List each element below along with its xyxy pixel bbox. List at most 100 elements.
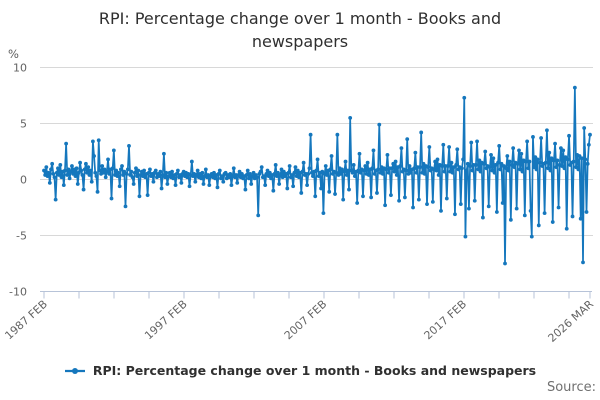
data-point[interactable] bbox=[321, 211, 326, 216]
data-point[interactable] bbox=[454, 163, 459, 167]
data-point[interactable] bbox=[146, 170, 151, 175]
data-point[interactable] bbox=[101, 170, 106, 175]
data-point[interactable] bbox=[109, 196, 114, 201]
data-point[interactable] bbox=[118, 167, 123, 172]
data-point[interactable] bbox=[316, 174, 321, 179]
data-point[interactable] bbox=[244, 173, 249, 177]
data-point[interactable] bbox=[554, 165, 559, 170]
data-point[interactable] bbox=[345, 168, 350, 173]
data-point[interactable] bbox=[201, 182, 206, 186]
data-point[interactable] bbox=[81, 187, 86, 192]
data-point[interactable] bbox=[571, 159, 576, 164]
legend-item[interactable]: RPI: Percentage change over 1 month - Bo… bbox=[0, 363, 600, 378]
data-point[interactable] bbox=[50, 161, 55, 166]
data-point[interactable] bbox=[70, 164, 74, 168]
data-point[interactable] bbox=[542, 211, 547, 216]
data-point[interactable] bbox=[306, 172, 311, 176]
data-point[interactable] bbox=[132, 170, 137, 175]
data-point[interactable] bbox=[61, 183, 66, 188]
data-point[interactable] bbox=[115, 174, 120, 179]
data-point[interactable] bbox=[179, 180, 184, 185]
data-point[interactable] bbox=[46, 170, 51, 175]
data-point[interactable] bbox=[342, 169, 347, 174]
data-point[interactable] bbox=[472, 198, 477, 203]
data-point[interactable] bbox=[536, 223, 541, 228]
data-point[interactable] bbox=[555, 158, 560, 163]
data-point[interactable] bbox=[500, 201, 505, 205]
data-point[interactable] bbox=[327, 189, 332, 194]
data-point[interactable] bbox=[464, 168, 469, 173]
data-point[interactable] bbox=[366, 173, 371, 177]
data-point[interactable] bbox=[333, 192, 337, 196]
data-point[interactable] bbox=[235, 180, 240, 185]
data-point[interactable] bbox=[572, 85, 577, 90]
data-point[interactable] bbox=[444, 196, 449, 201]
data-point[interactable] bbox=[478, 169, 483, 174]
data-point[interactable] bbox=[455, 147, 460, 152]
data-point[interactable] bbox=[434, 168, 439, 173]
data-point[interactable] bbox=[263, 183, 268, 188]
data-point[interactable] bbox=[343, 159, 348, 164]
data-point[interactable] bbox=[489, 152, 493, 157]
data-point[interactable] bbox=[519, 151, 524, 156]
data-point[interactable] bbox=[390, 166, 394, 171]
data-point[interactable] bbox=[582, 126, 587, 130]
data-point[interactable] bbox=[461, 157, 465, 162]
data-point[interactable] bbox=[103, 175, 108, 180]
data-point[interactable] bbox=[215, 185, 220, 190]
data-point[interactable] bbox=[578, 216, 583, 221]
data-point[interactable] bbox=[300, 169, 305, 174]
data-point[interactable] bbox=[162, 151, 166, 156]
data-point[interactable] bbox=[47, 180, 52, 185]
data-point[interactable] bbox=[522, 213, 527, 218]
data-point[interactable] bbox=[486, 204, 491, 209]
data-point[interactable] bbox=[171, 176, 176, 181]
data-point[interactable] bbox=[482, 161, 486, 166]
data-point[interactable] bbox=[529, 234, 534, 239]
data-point[interactable] bbox=[53, 197, 58, 202]
data-point[interactable] bbox=[86, 165, 91, 170]
data-point[interactable] bbox=[51, 172, 56, 176]
data-point[interactable] bbox=[427, 145, 432, 149]
data-point[interactable] bbox=[153, 168, 158, 173]
data-point[interactable] bbox=[570, 214, 575, 219]
data-point[interactable] bbox=[383, 203, 387, 208]
data-point[interactable] bbox=[91, 139, 95, 144]
data-point[interactable] bbox=[151, 179, 156, 184]
data-point[interactable] bbox=[80, 173, 85, 177]
data-point[interactable] bbox=[258, 169, 263, 174]
data-point[interactable] bbox=[487, 165, 492, 170]
data-point[interactable] bbox=[517, 148, 521, 153]
data-point[interactable] bbox=[293, 165, 298, 170]
data-point[interactable] bbox=[531, 135, 535, 139]
data-point[interactable] bbox=[82, 167, 87, 172]
data-point[interactable] bbox=[117, 184, 122, 189]
data-point[interactable] bbox=[307, 166, 312, 171]
data-point[interactable] bbox=[195, 168, 200, 173]
data-point[interactable] bbox=[474, 163, 478, 167]
data-point[interactable] bbox=[403, 195, 407, 200]
data-point[interactable] bbox=[408, 170, 413, 175]
data-point[interactable] bbox=[398, 164, 403, 168]
data-point[interactable] bbox=[520, 169, 525, 174]
data-point[interactable] bbox=[545, 128, 549, 133]
series[interactable] bbox=[42, 85, 592, 266]
data-point[interactable] bbox=[229, 183, 234, 188]
data-point[interactable] bbox=[440, 164, 445, 168]
data-point[interactable] bbox=[123, 204, 128, 209]
data-point[interactable] bbox=[363, 164, 368, 168]
data-point[interactable] bbox=[550, 220, 555, 224]
data-point[interactable] bbox=[498, 167, 503, 172]
data-point[interactable] bbox=[556, 205, 561, 210]
data-point[interactable] bbox=[441, 142, 446, 147]
data-point[interactable] bbox=[116, 170, 121, 175]
data-point[interactable] bbox=[447, 145, 452, 149]
data-point[interactable] bbox=[292, 170, 297, 175]
data-point[interactable] bbox=[399, 146, 404, 151]
data-point[interactable] bbox=[274, 174, 279, 179]
data-point[interactable] bbox=[137, 194, 142, 199]
data-point[interactable] bbox=[79, 168, 84, 173]
data-point[interactable] bbox=[547, 150, 552, 155]
data-point[interactable] bbox=[371, 148, 376, 153]
data-point[interactable] bbox=[515, 161, 520, 166]
